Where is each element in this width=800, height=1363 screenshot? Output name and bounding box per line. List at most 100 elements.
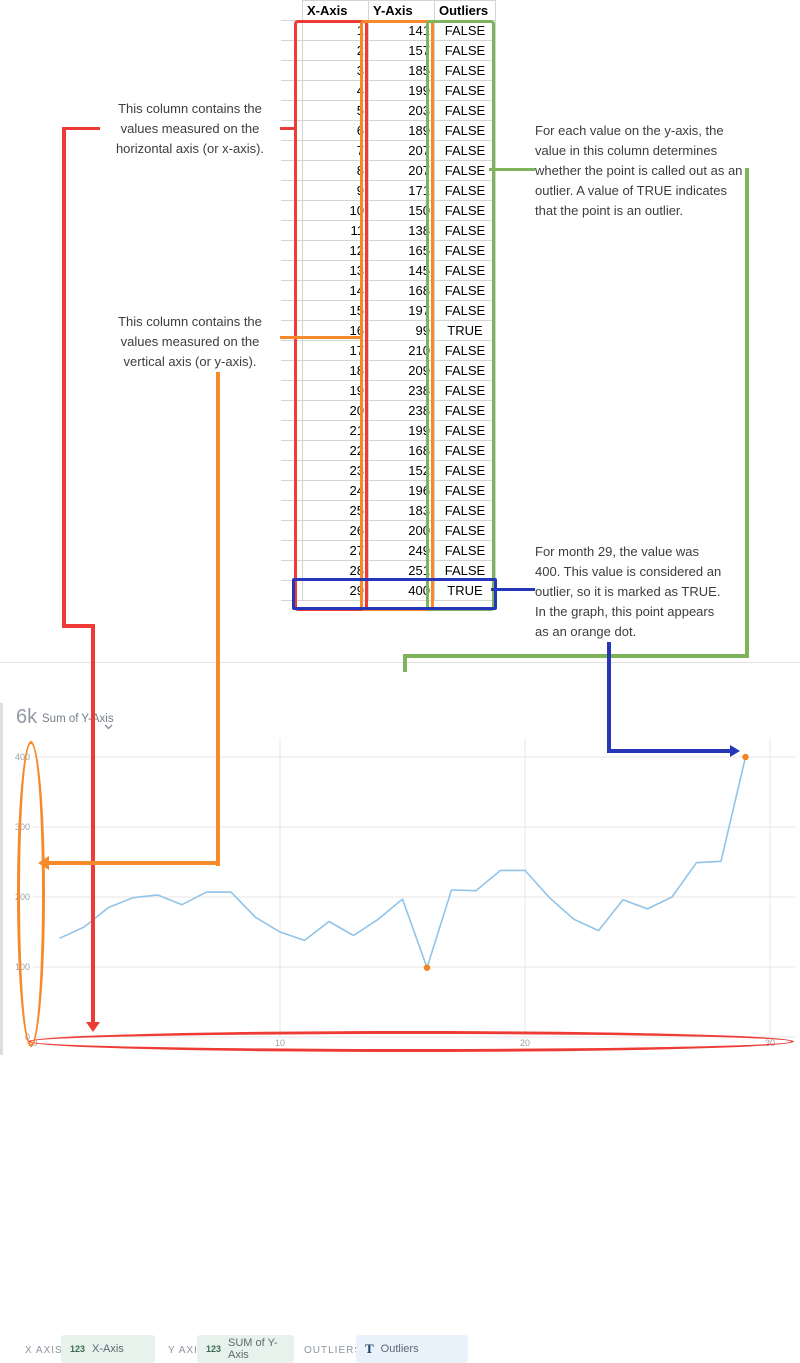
empty-cell <box>281 280 303 301</box>
x-axis-field[interactable]: 123 X-Axis <box>61 1335 155 1363</box>
annotation-outlier-point: For month 29, the value was 400. This va… <box>535 542 723 642</box>
empty-cell <box>281 440 303 461</box>
table-cell[interactable]: FALSE <box>434 180 496 201</box>
column-header-x-axis[interactable]: X-Axis <box>302 0 369 21</box>
table-row[interactable]: 21 199 FALSE <box>281 420 496 441</box>
table-cell[interactable]: 238 <box>368 400 435 421</box>
table-cell[interactable]: 210 <box>368 340 435 361</box>
empty-cell <box>281 560 303 581</box>
table-row[interactable]: 16 99 TRUE <box>281 320 496 341</box>
table-row[interactable]: 19 238 FALSE <box>281 380 496 401</box>
table-cell[interactable]: FALSE <box>434 100 496 121</box>
column-header-y-axis[interactable]: Y-Axis <box>368 0 435 21</box>
table-cell[interactable]: 171 <box>368 180 435 201</box>
table-cell[interactable]: 400 <box>368 580 435 601</box>
table-cell[interactable]: FALSE <box>434 360 496 381</box>
table-row[interactable]: 4 199 FALSE <box>281 80 496 101</box>
table-row[interactable]: 7 207 FALSE <box>281 140 496 161</box>
chevron-down-icon[interactable] <box>104 717 113 735</box>
table-cell[interactable]: FALSE <box>434 240 496 261</box>
outlier-dot[interactable] <box>742 753 749 761</box>
table-cell[interactable]: FALSE <box>434 80 496 101</box>
table-cell[interactable]: 207 <box>368 140 435 161</box>
table-cell[interactable]: FALSE <box>434 160 496 181</box>
outliers-field-label: OUTLIERS <box>304 1345 363 1356</box>
table-cell[interactable]: FALSE <box>434 40 496 61</box>
table-header-row: X-Axis Y-Axis Outliers <box>281 0 496 21</box>
table-cell[interactable]: 251 <box>368 560 435 581</box>
table-cell[interactable]: FALSE <box>434 400 496 421</box>
table-cell[interactable]: 11 <box>302 220 369 241</box>
table-cell[interactable]: TRUE <box>434 580 496 601</box>
table-cell[interactable]: 22 <box>302 440 369 461</box>
empty-cell <box>281 180 303 201</box>
table-row[interactable]: 8 207 FALSE <box>281 160 496 181</box>
table-cell[interactable]: FALSE <box>434 380 496 401</box>
table-row[interactable]: 22 168 FALSE <box>281 440 496 461</box>
table-cell[interactable]: 29 <box>302 580 369 601</box>
table-cell[interactable]: FALSE <box>434 280 496 301</box>
table-cell[interactable]: 7 <box>302 140 369 161</box>
annotation-x-column: This column contains the values measured… <box>100 99 280 159</box>
table-row[interactable]: 27 249 FALSE <box>281 540 496 561</box>
table-cell[interactable]: 200 <box>368 520 435 541</box>
table-cell[interactable]: FALSE <box>434 300 496 321</box>
table-cell[interactable]: FALSE <box>434 220 496 241</box>
outlier-dot[interactable] <box>423 964 431 971</box>
outliers-field[interactable]: T Outliers <box>356 1335 468 1363</box>
table-cell[interactable]: 209 <box>368 360 435 381</box>
table-cell[interactable]: FALSE <box>434 340 496 361</box>
table-cell[interactable]: 196 <box>368 480 435 501</box>
table-cell[interactable]: 197 <box>368 300 435 321</box>
table-cell[interactable]: 20 <box>302 400 369 421</box>
table-cell[interactable]: 19 <box>302 380 369 401</box>
table-row[interactable]: 9 171 FALSE <box>281 180 496 201</box>
app-top-border <box>0 662 800 663</box>
empty-cell <box>281 480 303 501</box>
table-row[interactable]: 12 165 FALSE <box>281 240 496 261</box>
table-cell[interactable]: 199 <box>368 420 435 441</box>
empty-cell <box>281 240 303 261</box>
table-cell[interactable]: 16 <box>302 320 369 341</box>
table-cell[interactable]: 12 <box>302 240 369 261</box>
metric-dropdown[interactable]: Sum of Y-Axis <box>42 713 114 725</box>
x-column-highlight-box <box>294 20 368 611</box>
table-cell[interactable]: 141 <box>368 20 435 41</box>
table-cell[interactable]: 183 <box>368 500 435 521</box>
table-cell[interactable]: 203 <box>368 100 435 121</box>
empty-cell <box>281 40 303 61</box>
table-row[interactable]: 10 150 FALSE <box>281 200 496 221</box>
y-axis-field[interactable]: 123 SUM of Y-Axis <box>197 1335 294 1363</box>
table-cell[interactable]: 9 <box>302 180 369 201</box>
table-cell[interactable]: 168 <box>368 280 435 301</box>
table-row[interactable]: 13 145 FALSE <box>281 260 496 281</box>
spreadsheet-table: X-Axis Y-Axis Outliers 1 141 FALSE 2 157 FALS… <box>281 0 496 601</box>
table-cell[interactable]: FALSE <box>434 260 496 281</box>
table-cell[interactable]: 165 <box>368 240 435 261</box>
empty-cell <box>281 120 303 141</box>
table-cell[interactable]: FALSE <box>434 500 496 521</box>
empty-cell <box>281 400 303 421</box>
empty-cell <box>281 220 303 241</box>
table-row[interactable]: 1 141 FALSE <box>281 20 496 41</box>
table-cell[interactable]: FALSE <box>434 540 496 561</box>
table-cell[interactable]: 185 <box>368 60 435 81</box>
table-row[interactable]: 15 197 FALSE <box>281 300 496 321</box>
table-row[interactable]: 20 238 FALSE <box>281 400 496 421</box>
orange-connector-line <box>240 336 362 339</box>
table-cell[interactable]: 157 <box>368 40 435 61</box>
table-row[interactable]: 26 200 FALSE <box>281 520 496 541</box>
table-cell[interactable]: TRUE <box>434 320 496 341</box>
table-cell[interactable]: 249 <box>368 540 435 561</box>
table-cell[interactable]: 152 <box>368 460 435 481</box>
table-row[interactable]: 29 400 TRUE <box>281 580 496 601</box>
empty-cell <box>281 580 303 601</box>
table-cell[interactable]: 238 <box>368 380 435 401</box>
empty-cell <box>281 500 303 521</box>
y-axis-field-value: SUM of Y-Axis <box>228 1337 278 1361</box>
table-cell[interactable]: 15 <box>302 300 369 321</box>
table-row[interactable]: 5 203 FALSE <box>281 100 496 121</box>
table-row[interactable]: 6 189 FALSE <box>281 120 496 141</box>
table-cell[interactable]: FALSE <box>434 440 496 461</box>
column-header-outliers[interactable]: Outliers <box>434 0 496 21</box>
